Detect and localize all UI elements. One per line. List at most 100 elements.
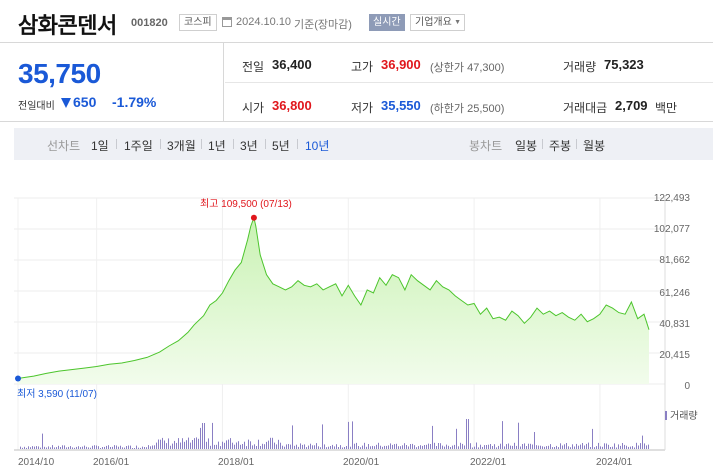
tab-3-years[interactable]: 3년	[240, 139, 258, 153]
volume-bar	[260, 446, 261, 449]
volume-bar	[438, 443, 439, 449]
volume-bar	[34, 446, 35, 449]
volume-bar	[168, 438, 169, 449]
volume-bar	[426, 444, 427, 449]
tab-separator	[160, 139, 161, 149]
realtime-button[interactable]: 실시간	[369, 14, 405, 31]
volume-bar	[274, 442, 275, 449]
volume-bar	[258, 439, 259, 449]
volume-bar	[154, 445, 155, 449]
volume-bar	[276, 444, 277, 449]
volume-bar	[58, 445, 59, 449]
volume-bar	[174, 440, 175, 449]
volume-bar	[180, 442, 181, 449]
volume-bar	[390, 443, 391, 449]
volume-bar	[356, 442, 357, 449]
high-label: 고가	[351, 60, 374, 74]
volume-bar	[324, 444, 325, 449]
volume-bar	[508, 443, 509, 449]
company-overview-select[interactable]: 기업개요 ▼	[410, 14, 465, 31]
volume-bar	[84, 445, 85, 449]
volume-bar	[634, 447, 635, 449]
x-tick-label: 2022/01	[470, 457, 507, 468]
volume-bar	[80, 447, 81, 449]
volume-bar	[566, 443, 567, 449]
volume-bar	[478, 447, 479, 449]
volume-bar	[464, 445, 465, 449]
volume-bar	[326, 447, 327, 449]
volume-bar	[318, 446, 319, 449]
tab-3-months[interactable]: 3개월	[167, 139, 196, 153]
volume-bar	[536, 445, 537, 449]
volume-bar	[620, 445, 621, 449]
volume-bar	[470, 443, 471, 449]
volume-bar	[78, 446, 79, 449]
volume-bar	[598, 442, 599, 449]
volume-bar	[492, 446, 493, 449]
tab-separator	[297, 139, 298, 149]
volume-bar	[28, 446, 29, 449]
volume-bar	[214, 444, 215, 449]
volume-bar	[530, 443, 531, 449]
trade-value-label: 거래대금	[563, 101, 608, 115]
tab-weekly-candle[interactable]: 주봉	[549, 139, 572, 153]
trade-value: 2,709	[615, 98, 648, 113]
volume-bar	[282, 445, 283, 449]
volume-bar	[648, 444, 649, 449]
volume-bar	[210, 445, 211, 449]
volume-bar	[20, 446, 21, 449]
market-badge: 코스피	[179, 14, 217, 31]
volume-bar	[110, 447, 111, 449]
volume-bar	[416, 447, 417, 449]
tab-10-years[interactable]: 10년	[305, 139, 330, 153]
volume-bar	[138, 447, 139, 449]
tab-1-day[interactable]: 1일	[91, 139, 109, 153]
volume-bar	[132, 448, 133, 449]
volume-bar	[412, 443, 413, 449]
volume-bar	[452, 445, 453, 449]
volume-bar	[142, 446, 143, 449]
volume-bar	[144, 447, 145, 449]
company-overview-label: 기업개요	[415, 17, 452, 28]
volume-bar	[380, 445, 381, 449]
tab-1-week[interactable]: 1주일	[124, 139, 153, 153]
chart-period-tabs: 선차트 1일 1주일 3개월 1년 3년 5년 10년 봉차트 일봉 주봉 월봉	[14, 128, 713, 160]
volume-bar	[394, 444, 395, 449]
volume-bar	[646, 445, 647, 449]
y-tick-label: 0	[684, 381, 690, 392]
volume-bar	[472, 447, 473, 449]
volume-bar	[338, 447, 339, 449]
volume-bar	[606, 443, 607, 449]
x-tick-label: 2024/01	[596, 457, 633, 468]
volume-bar	[638, 445, 639, 449]
high-value: 36,900	[381, 57, 421, 72]
tab-separator	[116, 139, 117, 149]
max-price-marker	[250, 214, 257, 221]
volume-bar	[40, 447, 41, 449]
volume-bar	[588, 442, 589, 449]
volume-bar	[328, 446, 329, 449]
volume-bar	[280, 442, 281, 449]
volume-bar	[50, 447, 51, 449]
volume-bar	[116, 445, 117, 449]
tab-daily-candle[interactable]: 일봉	[515, 139, 538, 153]
volume-bar	[358, 446, 359, 449]
volume-bar	[628, 446, 629, 449]
volume-bar	[114, 445, 115, 449]
volume-bar	[532, 444, 533, 449]
volume-bar	[102, 447, 103, 449]
volume-bar	[286, 444, 287, 449]
volume-bar	[170, 445, 171, 449]
tab-1-year[interactable]: 1년	[208, 139, 226, 153]
volume-bar	[596, 446, 597, 449]
volume-bar	[360, 447, 361, 449]
volume-bar	[190, 442, 191, 449]
tab-separator	[233, 139, 234, 149]
tab-5-years[interactable]: 5년	[272, 139, 290, 153]
volume-bar	[264, 444, 265, 449]
tab-monthly-candle[interactable]: 월봉	[583, 139, 606, 153]
volume-bar	[342, 447, 343, 449]
volume-bar	[22, 447, 23, 449]
open-value: 36,800	[272, 98, 312, 113]
